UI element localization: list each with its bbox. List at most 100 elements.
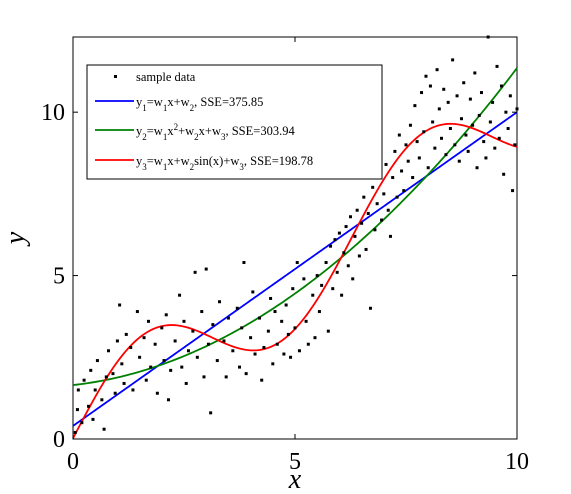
data-point <box>346 264 350 268</box>
data-point <box>502 172 506 176</box>
data-point <box>260 378 264 382</box>
data-point <box>484 156 488 160</box>
x-axis-label: x <box>288 464 302 494</box>
data-point <box>191 329 195 333</box>
legend-box <box>86 64 383 180</box>
data-point <box>169 368 173 372</box>
data-point <box>437 107 441 111</box>
data-point <box>329 244 333 248</box>
data-point <box>226 316 230 320</box>
data-point <box>362 195 366 199</box>
data-point <box>355 208 359 212</box>
data-point <box>386 208 390 212</box>
data-point <box>291 287 295 291</box>
data-point <box>342 251 346 255</box>
data-point <box>406 159 410 163</box>
data-point <box>249 336 253 340</box>
data-point <box>102 427 106 431</box>
data-point <box>360 221 364 225</box>
data-point <box>222 339 226 343</box>
data-point <box>302 277 306 281</box>
data-point <box>331 287 335 291</box>
legend-label-linear-fit: y1=w1x+w2, SSE=375.85 <box>136 95 263 113</box>
data-point <box>513 143 517 147</box>
data-point <box>273 310 277 314</box>
data-point <box>286 332 290 336</box>
data-point <box>479 91 483 95</box>
data-point <box>95 359 99 363</box>
data-point <box>411 176 415 180</box>
data-point <box>400 169 404 173</box>
data-point <box>193 270 197 274</box>
data-point <box>320 283 324 287</box>
data-point <box>166 398 170 402</box>
data-point <box>391 176 395 180</box>
data-point <box>164 313 168 317</box>
fit-curve-1 <box>72 111 518 427</box>
data-point <box>215 359 219 363</box>
data-point <box>144 378 148 382</box>
data-point <box>353 234 357 238</box>
data-point <box>153 342 157 346</box>
data-point <box>404 143 408 147</box>
data-point <box>317 310 321 314</box>
data-point <box>82 378 86 382</box>
data-point <box>253 352 257 356</box>
data-point <box>515 107 519 111</box>
data-point <box>415 140 419 144</box>
data-point <box>242 261 246 265</box>
data-point <box>173 339 177 343</box>
data-point <box>100 398 104 402</box>
data-point <box>313 336 317 340</box>
data-point <box>504 110 508 114</box>
data-point <box>182 319 186 323</box>
data-point <box>209 411 213 415</box>
data-point <box>107 349 111 353</box>
data-point <box>266 329 270 333</box>
legend: sample data y1=w1x+w2, SSE=375.85 y2=w1x… <box>86 64 383 180</box>
y-tick-label: 10 <box>41 100 65 126</box>
data-point <box>424 74 428 78</box>
data-point <box>397 133 401 137</box>
data-point <box>80 421 84 425</box>
data-point <box>382 192 386 196</box>
data-point <box>271 362 275 366</box>
data-point <box>240 326 244 330</box>
data-point <box>129 345 133 349</box>
data-point <box>349 215 352 219</box>
x-tick-label: 5 <box>289 449 301 475</box>
data-point <box>402 189 406 193</box>
legend-item-quadratic-fit: y2=w1x2+w2x+w3, SSE=303.94 <box>95 122 295 142</box>
data-point <box>448 127 452 131</box>
data-point <box>375 202 379 206</box>
data-point <box>446 100 450 104</box>
data-point <box>493 146 497 150</box>
data-point <box>440 136 444 140</box>
data-point <box>388 234 392 238</box>
data-point <box>231 349 235 353</box>
data-point <box>395 195 399 199</box>
data-point <box>269 296 273 300</box>
data-point <box>131 388 135 392</box>
y-tick-label: 0 <box>53 427 65 453</box>
data-point <box>457 159 461 163</box>
data-point <box>160 326 164 330</box>
legend-label-sine-fit: y3=w1x+w2sin(x)+w3, SSE=198.78 <box>136 154 313 172</box>
data-point <box>311 293 315 297</box>
data-point <box>73 430 77 434</box>
data-point <box>184 381 188 385</box>
data-point <box>244 372 248 376</box>
data-point <box>453 143 457 147</box>
data-point <box>473 71 477 75</box>
data-point <box>115 339 119 343</box>
data-point <box>333 238 337 242</box>
series-layer <box>72 35 519 439</box>
data-point <box>364 247 368 251</box>
data-point <box>508 94 512 98</box>
data-point <box>104 375 108 379</box>
data-point <box>162 359 166 363</box>
data-point <box>75 408 79 412</box>
data-point <box>111 372 115 376</box>
data-point <box>471 123 475 127</box>
data-point <box>435 68 439 72</box>
